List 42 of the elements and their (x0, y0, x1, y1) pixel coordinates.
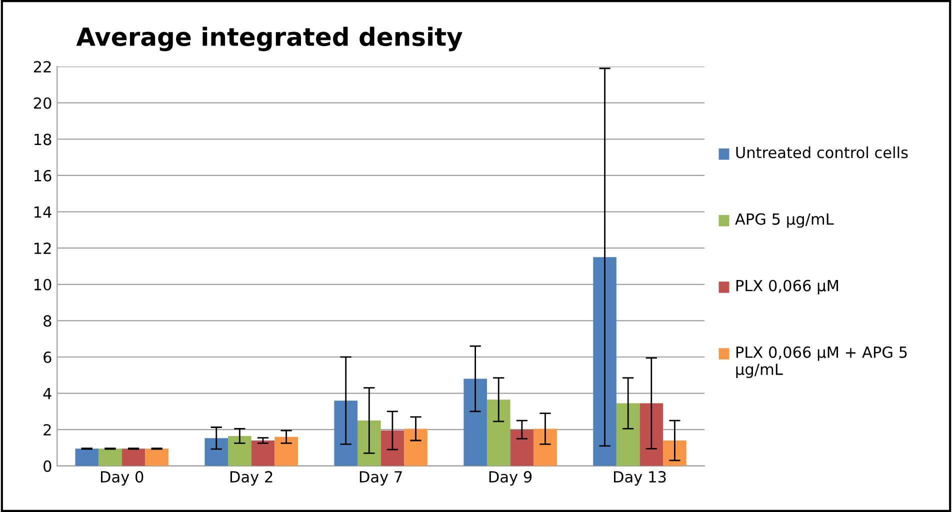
bar (510, 430, 534, 466)
y-tick-label: 22 (34, 61, 51, 72)
bar (616, 403, 640, 466)
x-tick-label: Day 0 (100, 471, 144, 486)
y-tick-label: 6 (44, 351, 52, 364)
bar (640, 403, 664, 466)
y-tick-label: 20 (34, 97, 52, 109)
bar (534, 428, 557, 466)
bar (122, 448, 146, 466)
bar (380, 430, 404, 466)
bar (357, 420, 381, 466)
y-tick-label: 16 (34, 170, 52, 182)
bar (404, 428, 428, 466)
x-tick-label: Day 9 (489, 471, 532, 486)
bar (593, 257, 616, 466)
bar (204, 438, 228, 466)
y-tick-label: 0 (44, 460, 52, 472)
legend-label: APG 5 µg/mL (735, 213, 834, 228)
bar (663, 440, 686, 466)
bar (98, 448, 122, 466)
y-tick-label: 2 (44, 424, 51, 436)
legend-label: Untreated control cells (736, 146, 908, 158)
bar (251, 440, 275, 466)
y-tick-label: 18 (34, 134, 52, 146)
legend-label: PLX 0,066 µM + APG 5 µg/mL (736, 346, 907, 378)
bar (486, 400, 510, 466)
bar (228, 436, 252, 466)
legend-label: PLX 0,066 µM (736, 280, 838, 294)
x-tick-label: Day 13 (614, 471, 666, 486)
chart-title: Average integrated density (76, 26, 462, 52)
y-tick-label: 14 (34, 206, 52, 218)
bar (334, 400, 358, 466)
bar (274, 436, 298, 466)
bar (75, 448, 99, 466)
x-tick-label: Day 7 (360, 471, 402, 486)
x-tick-label: Day 2 (230, 471, 272, 486)
y-tick-label: 4 (43, 388, 52, 400)
y-tick-label: 10 (34, 278, 52, 290)
y-tick-label: 8 (44, 315, 52, 327)
bar (464, 378, 487, 466)
bar (145, 448, 168, 466)
y-tick-label: 12 (34, 242, 51, 254)
